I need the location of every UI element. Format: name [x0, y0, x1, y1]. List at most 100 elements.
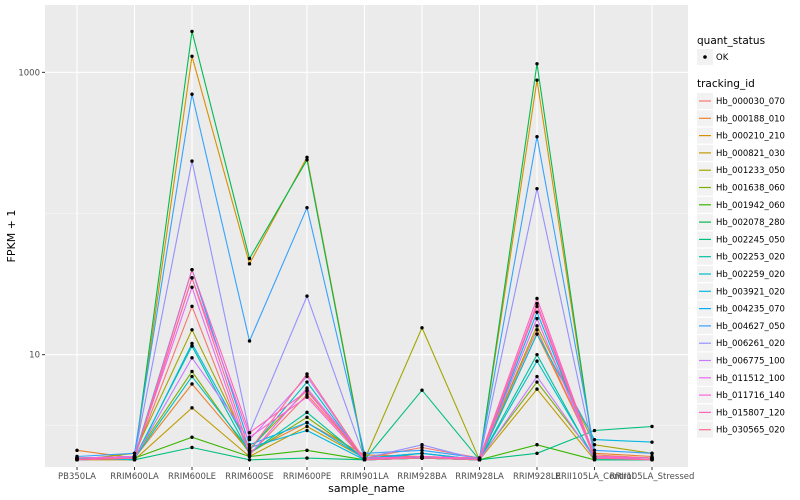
data-point	[535, 332, 539, 336]
x-tick-label: RRIM600PE	[283, 472, 331, 482]
data-point	[247, 256, 252, 261]
data-point	[477, 458, 482, 462]
data-point	[305, 410, 309, 415]
legend-series-label: Hb_004627_050	[716, 322, 785, 332]
x-tick-label: RRIM600LA	[110, 472, 159, 482]
legend-series-label: Hb_003921_020	[716, 287, 785, 297]
data-point	[305, 158, 309, 162]
data-point	[535, 328, 539, 332]
data-point	[420, 448, 424, 453]
legend-series-label: Hb_000030_070	[716, 97, 785, 107]
data-point	[592, 428, 597, 433]
data-point	[132, 456, 137, 460]
data-point	[190, 92, 194, 96]
data-point	[190, 406, 194, 410]
x-tick-label: RRIM901LA	[340, 472, 389, 482]
legend-series-label: Hb_006261_020	[716, 339, 785, 349]
data-point	[190, 356, 194, 360]
data-point	[592, 456, 597, 460]
legend-series-title: tracking_id	[697, 78, 755, 90]
data-point	[247, 437, 252, 442]
data-point	[247, 430, 252, 435]
data-point	[420, 388, 424, 392]
data-point	[305, 380, 309, 384]
x-tick-label: RRIM928LE	[513, 472, 561, 482]
legend-series-label: Hb_011512_100	[716, 374, 785, 384]
data-point	[592, 451, 597, 456]
data-point	[535, 451, 539, 456]
data-point	[535, 387, 539, 391]
data-point	[592, 448, 597, 453]
x-tick-label: RRIM600SE	[225, 472, 274, 482]
data-point	[420, 326, 424, 330]
legend-series-label: Hb_001638_060	[716, 184, 785, 194]
y-tick-label: 10	[29, 351, 40, 361]
data-point	[305, 395, 309, 399]
data-point	[190, 276, 194, 280]
data-point	[535, 324, 539, 328]
data-point	[420, 443, 424, 447]
data-point	[305, 393, 309, 397]
x-tick-label: RRIM928BA	[397, 472, 447, 482]
data-point	[305, 415, 309, 419]
data-point	[650, 458, 654, 462]
data-point	[650, 440, 654, 444]
data-point	[190, 159, 194, 163]
data-point	[535, 380, 539, 384]
data-point	[305, 294, 309, 298]
data-point	[132, 451, 137, 456]
legend-series-label: Hb_011716_140	[716, 391, 785, 401]
x-tick-label: PB350LA	[58, 472, 96, 482]
data-point	[535, 296, 539, 301]
data-point	[190, 341, 194, 346]
data-point	[305, 372, 309, 376]
data-point	[190, 382, 194, 386]
data-point	[190, 285, 194, 290]
y-axis-title: FPKM + 1	[5, 210, 18, 263]
data-point	[305, 456, 309, 460]
data-point	[535, 316, 539, 321]
data-point	[190, 369, 194, 374]
x-tick-label: RRIM928LA	[455, 472, 504, 482]
data-point	[535, 310, 539, 314]
data-point	[305, 205, 309, 210]
data-point	[535, 135, 539, 139]
data-point	[420, 456, 424, 460]
data-point	[305, 424, 309, 429]
data-point	[535, 186, 539, 191]
data-point	[305, 420, 309, 425]
legend-series-entries: Hb_000030_070 Hb_000188_010 Hb_000210_210 H…	[697, 93, 785, 438]
data-point	[247, 339, 252, 343]
data-point	[535, 304, 539, 309]
data-point	[305, 428, 309, 433]
data-point	[305, 448, 309, 453]
y-tick-label: 1000	[18, 68, 40, 78]
legend-quant-entries: OK	[697, 49, 729, 65]
data-point	[190, 29, 194, 34]
data-point	[247, 443, 252, 447]
legend-point-marker	[703, 55, 707, 59]
data-point	[247, 435, 252, 439]
legend-series-label: Hb_002245_050	[716, 235, 785, 245]
legend-series-label: Hb_004235_070	[716, 305, 785, 315]
data-point	[592, 437, 597, 442]
x-tick-label: RRII105LA_Control	[555, 472, 634, 482]
plot-panel	[45, 5, 688, 467]
data-point	[247, 445, 252, 450]
data-point	[190, 304, 194, 309]
legend-series-label: Hb_000188_010	[716, 114, 785, 124]
x-axis-title: sample_name	[328, 482, 405, 495]
x-tick-label: RRIM600LE	[168, 472, 216, 482]
legend: quant_status OK tracking_id Hb_000030_07…	[697, 35, 785, 438]
data-points	[75, 29, 654, 462]
x-tick-label: RRII105LA_Stressed	[610, 472, 695, 482]
data-point	[247, 453, 252, 457]
data-point	[650, 451, 654, 456]
legend-series-label: Hb_002259_020	[716, 270, 785, 280]
legend-series-label: Hb_002253_020	[716, 253, 785, 263]
data-point	[190, 328, 194, 332]
data-point	[535, 443, 539, 447]
data-point	[420, 451, 424, 456]
data-point	[592, 443, 597, 447]
